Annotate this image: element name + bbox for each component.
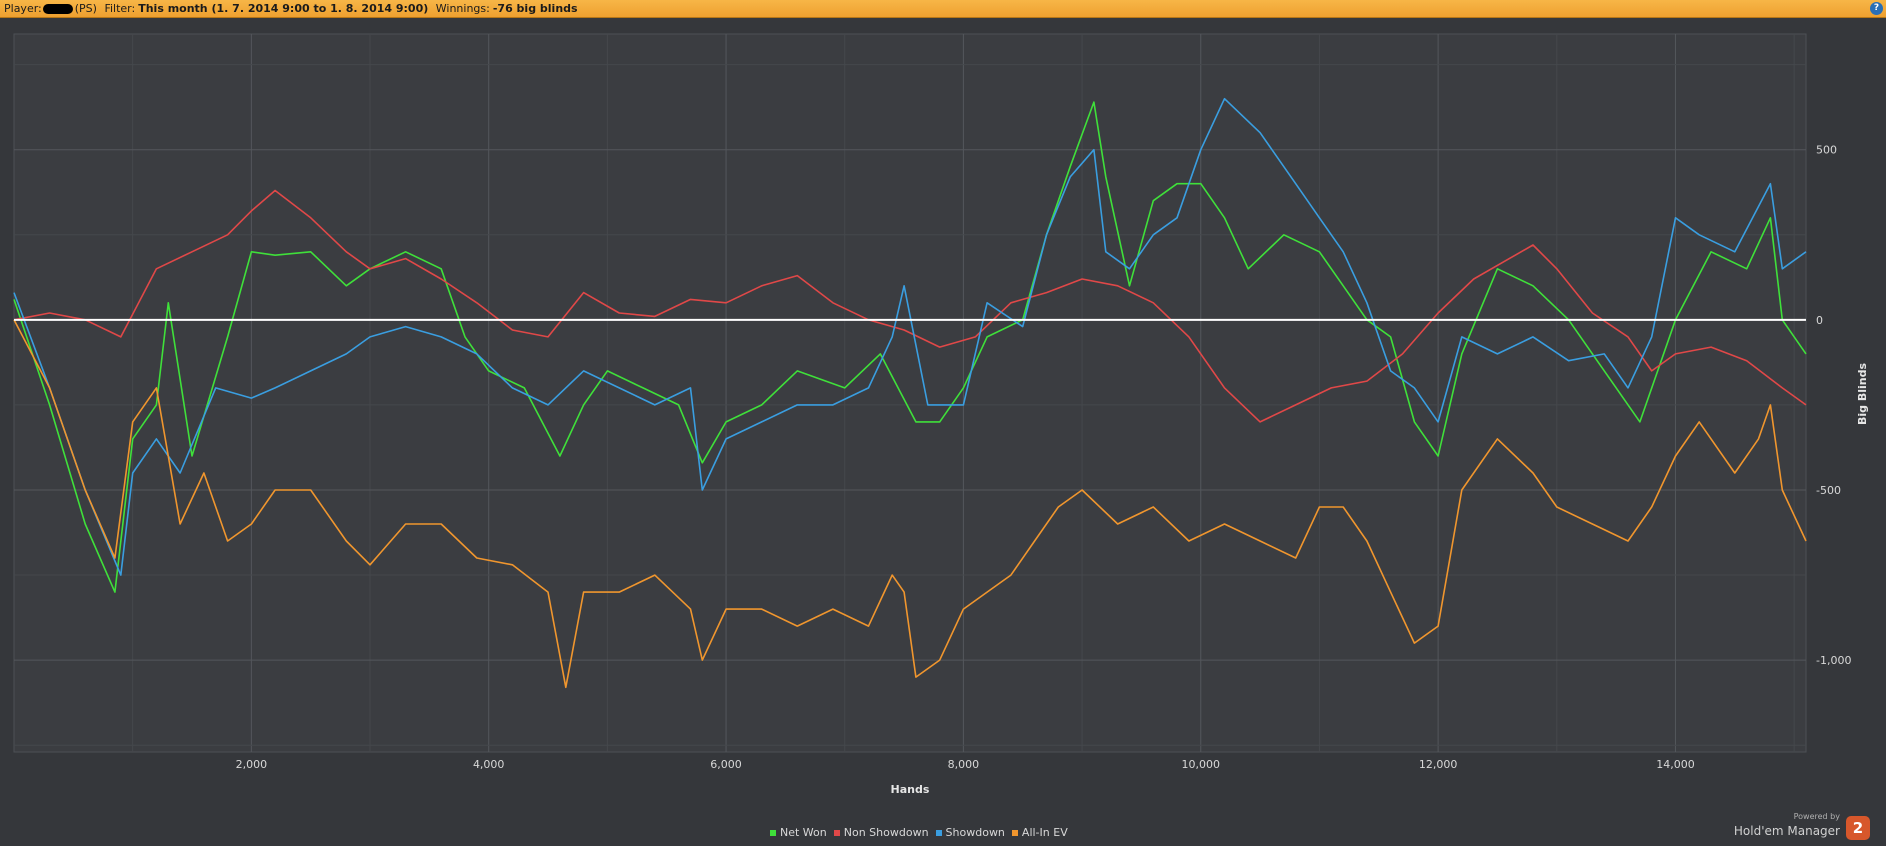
legend-label: Non Showdown bbox=[843, 826, 929, 839]
y-tick-label: -1,000 bbox=[1816, 654, 1851, 667]
powered-by-text: Powered by bbox=[1793, 812, 1840, 821]
player-label: Player: bbox=[4, 2, 42, 15]
legend-item[interactable]: Showdown bbox=[935, 826, 1005, 839]
x-tick-label: 4,000 bbox=[473, 758, 505, 771]
legend-swatch-icon bbox=[1011, 830, 1018, 836]
legend-swatch-icon bbox=[770, 830, 776, 836]
winnings-graph[interactable]: 2,000 4,000 6,000 8,000 10,000 12,000 14,000 5… bbox=[0, 18, 1886, 826]
series-line-showdown bbox=[13, 97, 1807, 576]
x-tick-label: 6,000 bbox=[710, 758, 742, 771]
legend-label: All-In EV bbox=[1021, 826, 1068, 839]
x-tick-label: 12,000 bbox=[1419, 758, 1458, 771]
x-tick-label: 10,000 bbox=[1182, 758, 1221, 771]
legend-swatch-icon bbox=[833, 830, 840, 836]
series-lines bbox=[13, 97, 1807, 689]
y-axis-ticks: 500 0 -500 -1,000 bbox=[1816, 144, 1851, 667]
horizontal-gridlines bbox=[14, 64, 1806, 746]
holdem-manager-logo-icon: 2 bbox=[1846, 816, 1870, 840]
y-tick-label: 500 bbox=[1816, 144, 1837, 157]
x-tick-label: 14,000 bbox=[1656, 758, 1695, 771]
legend-item[interactable]: Net Won bbox=[770, 826, 827, 839]
report-header-bar: Player: (PS) Filter: This month (1. 7. 201… bbox=[0, 0, 1886, 18]
help-icon[interactable]: ? bbox=[1870, 2, 1883, 15]
series-line-all-in-ev bbox=[13, 319, 1807, 689]
winnings-label: Winnings: bbox=[435, 2, 490, 15]
player-name-redacted bbox=[42, 4, 73, 14]
player-site: (PS) bbox=[74, 2, 97, 15]
plot-area bbox=[13, 33, 1807, 753]
y-tick-label: 0 bbox=[1816, 314, 1823, 327]
vertical-gridlines bbox=[132, 34, 1795, 752]
x-tick-label: 8,000 bbox=[948, 758, 980, 771]
legend-swatch-icon bbox=[935, 830, 942, 836]
filter-label: Filter: bbox=[104, 2, 136, 15]
series-line-non-showdown bbox=[13, 189, 1807, 423]
legend-label: Net Won bbox=[780, 826, 827, 839]
legend-label: Showdown bbox=[945, 826, 1005, 839]
y-axis-label: Big Blinds bbox=[1856, 363, 1869, 425]
legend-item[interactable]: Non Showdown bbox=[833, 826, 929, 839]
product-name: Hold'em Manager bbox=[1733, 824, 1840, 838]
x-tick-label: 2,000 bbox=[236, 758, 268, 771]
y-tick-label: -500 bbox=[1816, 484, 1841, 497]
chart-legend: Net Won Non Showdown Showdown All-In EV bbox=[770, 826, 1075, 839]
x-axis-ticks: 2,000 4,000 6,000 8,000 10,000 12,000 14,000 bbox=[236, 758, 1695, 771]
filter-value: This month (1. 7. 2014 9:00 to 1. 8. 201… bbox=[138, 2, 429, 15]
branding: Powered by Hold'em Manager 2 bbox=[1718, 812, 1878, 842]
x-axis-label: Hands bbox=[891, 783, 930, 796]
winnings-value: -76 big blinds bbox=[492, 2, 578, 15]
legend-item[interactable]: All-In EV bbox=[1011, 826, 1068, 839]
